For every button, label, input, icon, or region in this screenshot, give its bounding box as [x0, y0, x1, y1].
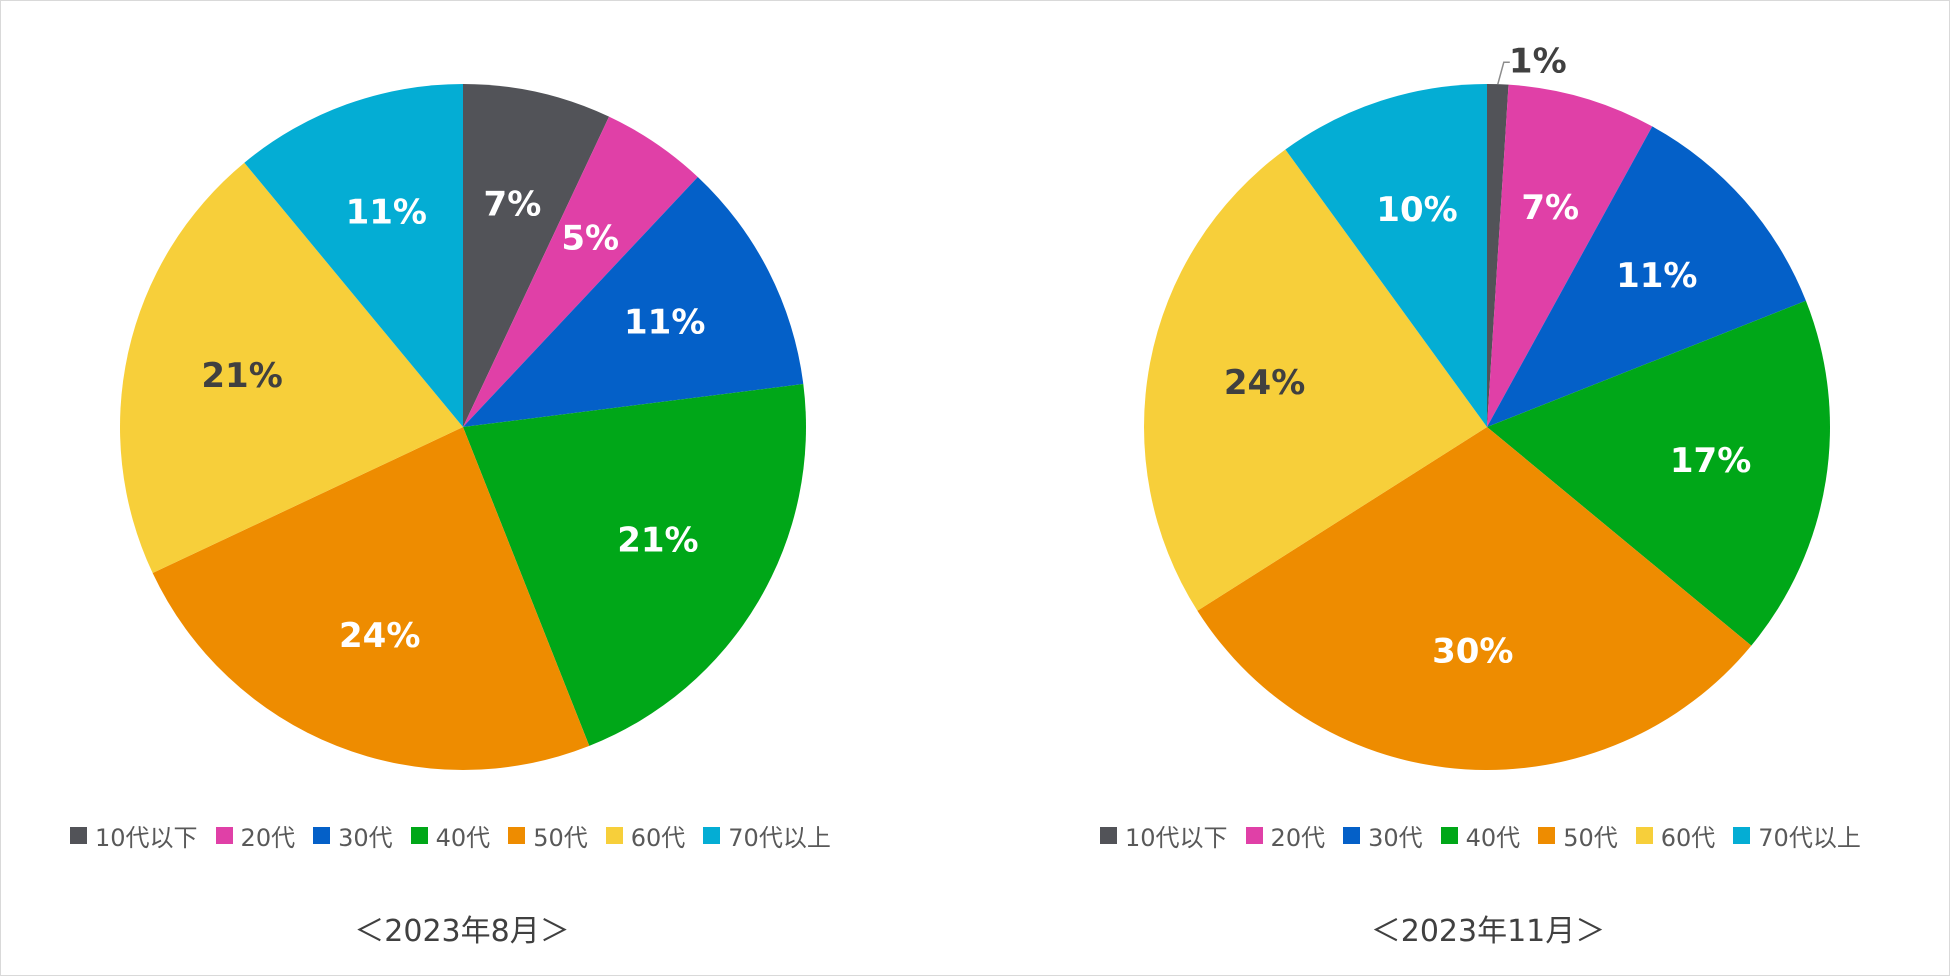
- data-label-0-0: 7%: [484, 185, 542, 225]
- data-label-0-1: 5%: [561, 218, 619, 258]
- legend-item: 40代: [1440, 818, 1521, 853]
- legend-item: 40代: [410, 818, 491, 853]
- legend-item: 10代以下: [70, 818, 198, 853]
- data-label-0-2: 11%: [624, 303, 705, 343]
- pie-slice-1-4: [1197, 427, 1752, 771]
- legend-swatch: [1245, 827, 1263, 844]
- legend-item: 70代以上: [703, 818, 831, 853]
- data-label-0-3: 21%: [617, 521, 698, 561]
- pie-slice-0-0: [463, 84, 610, 427]
- data-label-1-6: 10%: [1376, 190, 1457, 230]
- legend-item: 50代: [1538, 818, 1618, 853]
- legend-item: 60代: [1635, 818, 1716, 853]
- legend-item: 60代: [605, 818, 686, 853]
- legend-swatch: [1343, 827, 1361, 844]
- pie-slice-1-2: [1487, 126, 1806, 428]
- legend-swatch: [703, 827, 721, 844]
- legend-item: 20代: [215, 818, 296, 853]
- pie-slice-1-6: [1285, 84, 1487, 427]
- pie-slice-0-2: [463, 176, 804, 427]
- legend-swatch: [1440, 827, 1458, 844]
- data-label-1-4: 30%: [1432, 631, 1513, 671]
- legend-swatch: [605, 827, 623, 844]
- legend-chart-november: 10代以下 20代 30代 40代 50代 60代 70代以上: [1100, 818, 1879, 853]
- legend-label: 60代: [630, 824, 686, 852]
- legend-label: 40代: [1465, 824, 1521, 852]
- legend-item: 50代: [508, 818, 588, 853]
- data-label-1-3: 17%: [1670, 441, 1751, 481]
- legend-item: 20代: [1245, 818, 1326, 853]
- legend-label: 30代: [1368, 824, 1423, 852]
- legend-swatch: [70, 827, 87, 844]
- pie-slice-0-3: [463, 384, 807, 746]
- data-label-0-6: 11%: [346, 193, 427, 233]
- data-label-1-5: 24%: [1224, 363, 1305, 403]
- legend-label: 10代以下: [1125, 824, 1228, 852]
- legend-swatch: [1538, 827, 1556, 844]
- legend-item: 10代以下: [1100, 818, 1228, 853]
- legend-label: 60代: [1660, 824, 1716, 852]
- legend-label: 30代: [338, 824, 393, 852]
- data-label-1-2: 11%: [1616, 256, 1697, 296]
- data-label-1-0: 1%: [1509, 42, 1567, 82]
- legend-label: 50代: [1563, 824, 1618, 852]
- legend-swatch: [1733, 827, 1751, 844]
- legend-swatch: [410, 827, 428, 844]
- caption-november: ＜2023年11月＞: [1370, 914, 1606, 949]
- pie-slice-1-3: [1487, 300, 1831, 646]
- pie-slice-0-1: [463, 116, 698, 427]
- legend-label: 50代: [533, 824, 588, 852]
- legend-chart-august: 10代以下 20代 30代 40代 50代 60代 70代以上: [70, 818, 849, 853]
- pie-slice-1-5: [1144, 149, 1487, 611]
- legend-swatch: [508, 827, 526, 844]
- legend-swatch: [1100, 827, 1117, 844]
- legend-item: 30代: [313, 818, 393, 853]
- pie-slice-0-6: [244, 84, 463, 427]
- data-label-0-4: 24%: [339, 616, 420, 656]
- leader-line-1-0: [1497, 61, 1510, 85]
- legend-item: 30代: [1343, 818, 1423, 853]
- pie-slice-0-4: [152, 427, 590, 770]
- legend-label: 70代以上: [728, 824, 831, 852]
- legend-item: 70代以上: [1733, 818, 1861, 853]
- legend-label: 40代: [435, 824, 491, 852]
- data-label-0-5: 21%: [201, 356, 282, 396]
- legend-swatch: [1635, 827, 1653, 844]
- legend-label: 20代: [240, 824, 296, 852]
- legend-label: 20代: [1270, 824, 1326, 852]
- caption-august: ＜2023年8月＞: [354, 914, 570, 949]
- data-label-1-1: 7%: [1521, 188, 1579, 228]
- legend-label: 70代以上: [1758, 824, 1861, 852]
- legend-label: 10代以下: [95, 824, 198, 852]
- pie-slice-1-1: [1487, 84, 1653, 428]
- pie-slice-1-0: [1487, 84, 1509, 427]
- pie-slice-0-5: [119, 162, 463, 574]
- legend-swatch: [313, 827, 331, 844]
- legend-swatch: [215, 827, 233, 844]
